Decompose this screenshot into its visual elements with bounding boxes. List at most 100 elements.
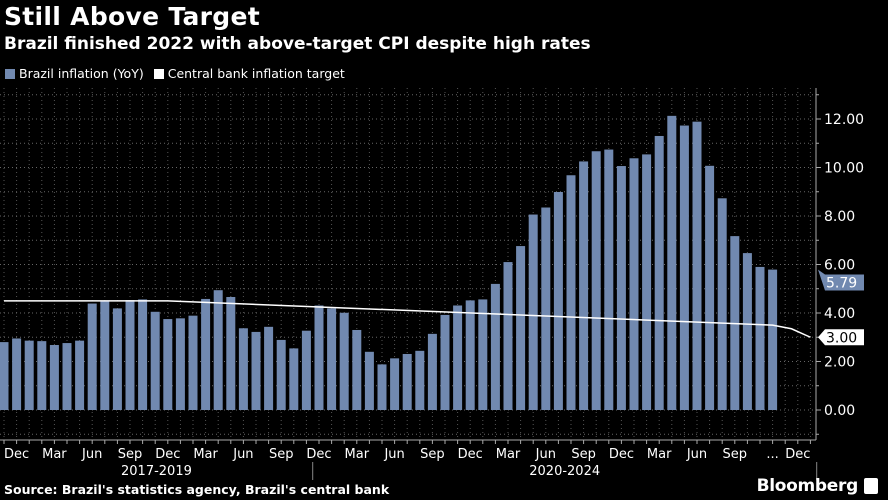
bar-jul-2018 bbox=[100, 301, 110, 410]
bar-oct-2018 bbox=[138, 299, 148, 410]
bar-jun-2022 bbox=[692, 121, 702, 410]
last-value-target: 3.00 bbox=[826, 330, 857, 346]
bar-oct-2022 bbox=[742, 253, 752, 410]
x-tick-label: Dec bbox=[306, 447, 331, 462]
bloomberg-logo: Bloomberg bbox=[756, 476, 859, 496]
bar-may-2020 bbox=[377, 364, 387, 410]
bar-mar-2019 bbox=[201, 298, 211, 410]
y-tick-label: 12.00 bbox=[824, 112, 864, 128]
bar-dec-2021 bbox=[616, 166, 626, 410]
last-value-badge bbox=[818, 269, 864, 291]
legend-item-target[interactable]: Central bank inflation target bbox=[153, 66, 345, 81]
bar-nov-2022 bbox=[755, 266, 765, 410]
x-tick-label: Dec bbox=[609, 447, 634, 462]
legend-swatch-inflation bbox=[5, 68, 15, 79]
x-tick-label: Mar bbox=[345, 447, 370, 462]
bar-feb-2018 bbox=[37, 341, 47, 410]
x-tick-label: Dec bbox=[458, 447, 483, 462]
y-tick-label: 2.00 bbox=[824, 355, 855, 371]
x-tick-label: ... bbox=[766, 447, 778, 462]
x-tick-label: Jun bbox=[383, 447, 404, 462]
bar-nov-2019 bbox=[301, 330, 311, 410]
bar-dec-2022 bbox=[768, 269, 778, 410]
x-tick-label: Sep bbox=[571, 447, 596, 462]
source-note: Source: Brazil's statistics agency, Braz… bbox=[4, 482, 390, 497]
legend-label-target: Central bank inflation target bbox=[167, 66, 345, 81]
bloomberg-terminal-icon bbox=[864, 478, 878, 494]
y-tick-label: 0.00 bbox=[824, 403, 855, 419]
bar-sep-2020 bbox=[427, 333, 437, 410]
bar-nov-2020 bbox=[453, 305, 463, 410]
bar-may-2019 bbox=[226, 296, 236, 410]
bar-mar-2018 bbox=[49, 345, 59, 410]
bar-oct-2021 bbox=[591, 151, 601, 410]
bar-jun-2020 bbox=[390, 358, 400, 410]
bar-dec-2018 bbox=[163, 319, 173, 410]
x-tick-label: Dec bbox=[4, 447, 29, 462]
y-tick-label: 10.00 bbox=[824, 161, 864, 177]
x-tick-label: Dec bbox=[785, 447, 810, 462]
bar-sep-2021 bbox=[579, 161, 589, 410]
bar-apr-2018 bbox=[62, 343, 72, 410]
bar-jan-2019 bbox=[175, 318, 185, 410]
bar-aug-2018 bbox=[112, 308, 122, 410]
bar-feb-2020 bbox=[339, 312, 349, 410]
bar-jul-2022 bbox=[705, 165, 715, 410]
bar-nov-2018 bbox=[150, 311, 160, 410]
x-tick-label: Dec bbox=[155, 447, 180, 462]
x-tick-label: Mar bbox=[496, 447, 521, 462]
bar-jun-2021 bbox=[541, 207, 551, 410]
chart-subtitle: Brazil finished 2022 with above-target C… bbox=[4, 34, 591, 54]
bar-apr-2020 bbox=[364, 351, 374, 410]
bar-jan-2021 bbox=[478, 299, 488, 410]
bar-aug-2019 bbox=[264, 326, 274, 410]
bar-jul-2021 bbox=[553, 191, 563, 410]
bar-dec-2019 bbox=[314, 305, 324, 410]
bar-dec-2017 bbox=[12, 338, 22, 410]
bar-jun-2018 bbox=[87, 303, 97, 410]
bar-aug-2020 bbox=[415, 350, 425, 410]
bar-oct-2020 bbox=[440, 314, 450, 410]
bar-apr-2022 bbox=[667, 115, 677, 410]
x-group-label: 2020-2024 bbox=[529, 464, 600, 479]
bar-mar-2020 bbox=[352, 329, 362, 410]
chart-title: Still Above Target bbox=[4, 2, 260, 31]
x-tick-label: Jun bbox=[232, 447, 253, 462]
x-tick-label: Jun bbox=[535, 447, 556, 462]
bar-aug-2021 bbox=[566, 175, 576, 410]
x-tick-label: Mar bbox=[647, 447, 672, 462]
last-value-badge bbox=[818, 329, 864, 346]
y-tick-label: 6.00 bbox=[824, 258, 855, 274]
x-tick-label: Jun bbox=[686, 447, 707, 462]
bar-apr-2019 bbox=[213, 290, 223, 410]
bar-aug-2022 bbox=[717, 198, 727, 410]
bar-sep-2018 bbox=[125, 300, 135, 410]
y-tick-label: 8.00 bbox=[824, 209, 855, 225]
bar-jan-2018 bbox=[24, 340, 34, 410]
bar-jun-2019 bbox=[238, 328, 248, 410]
bar-jan-2020 bbox=[327, 308, 337, 410]
bar-jan-2022 bbox=[629, 158, 639, 410]
x-tick-label: Sep bbox=[269, 447, 294, 462]
legend-swatch-target bbox=[153, 68, 164, 79]
x-tick-label: Mar bbox=[193, 447, 218, 462]
x-group-label: 2017-2019 bbox=[121, 464, 192, 479]
bar-mar-2021 bbox=[503, 262, 513, 410]
legend-label-inflation: Brazil inflation (YoY) bbox=[19, 66, 144, 81]
x-tick-label: Mar bbox=[42, 447, 67, 462]
bar-nov-2017 bbox=[0, 342, 9, 410]
x-tick-label: Jun bbox=[81, 447, 102, 462]
y-tick-label: 4.00 bbox=[824, 306, 855, 322]
bar-may-2018 bbox=[75, 340, 85, 410]
bar-mar-2022 bbox=[654, 135, 664, 410]
legend-item-inflation[interactable]: Brazil inflation (YoY) bbox=[5, 66, 144, 81]
x-tick-label: Sep bbox=[118, 447, 143, 462]
bar-oct-2019 bbox=[289, 348, 299, 410]
bar-nov-2021 bbox=[604, 149, 614, 410]
bar-dec-2020 bbox=[465, 300, 475, 410]
bar-may-2021 bbox=[528, 214, 538, 410]
target-line bbox=[4, 300, 811, 338]
bar-sep-2019 bbox=[276, 339, 286, 410]
bar-feb-2022 bbox=[642, 154, 652, 410]
